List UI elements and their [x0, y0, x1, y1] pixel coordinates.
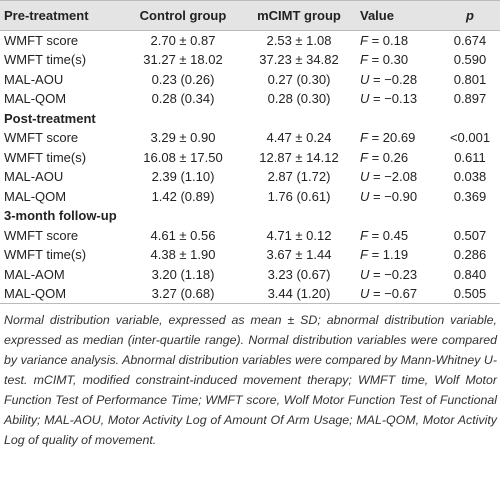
- row-label: WMFT time(s): [4, 149, 87, 165]
- row-label: MAL-AOM: [4, 266, 65, 282]
- cell: U = −0.23: [360, 266, 418, 282]
- header-cell: Value: [354, 0, 440, 31]
- cell: 37.23 ± 34.82: [259, 52, 339, 68]
- cell: 3.29 ± 0.90: [150, 130, 216, 146]
- cell: 0.28 (0.34): [151, 91, 215, 107]
- cell: 3.23 (0.67): [267, 266, 331, 282]
- cell: 0.286: [453, 247, 487, 263]
- results-table: Pre-treatment Control group mCIMT group Val…: [0, 0, 500, 304]
- cell: <0.001: [449, 130, 491, 146]
- cell: U = −0.90: [360, 188, 418, 204]
- cell: 0.590: [453, 52, 487, 68]
- row-label: WMFT score: [4, 33, 79, 48]
- data-row: WMFT time(s) 31.27 ± 18.02 37.23 ± 34.82 F …: [0, 50, 500, 70]
- cell: 4.71 ± 0.12: [266, 227, 332, 243]
- cell: 2.39 (1.10): [151, 169, 215, 185]
- row-label: WMFT time(s): [4, 52, 87, 68]
- cell: 0.505: [440, 284, 500, 304]
- data-row: WMFT time(s) 4.38 ± 1.90 3.67 ± 1.44 F = 1.…: [0, 245, 500, 265]
- cell: 0.674: [453, 33, 487, 48]
- cell: 3.67 ± 1.44: [266, 247, 332, 263]
- data-row: WMFT score 2.70 ± 0.87 2.53 ± 1.08 F = 0.18…: [0, 31, 500, 51]
- cell: 3.20 (1.18): [151, 266, 215, 282]
- row-label: WMFT time(s): [4, 247, 87, 263]
- cell: 1.42 (0.89): [151, 188, 215, 204]
- cell: 4.38 ± 1.90: [150, 247, 216, 263]
- data-row: MAL-AOM 3.20 (1.18) 3.23 (0.67) U = −0.23 0.…: [0, 265, 500, 285]
- section-title: Post-treatment: [4, 110, 96, 126]
- row-label: WMFT score: [4, 227, 79, 243]
- cell: 0.369: [453, 188, 487, 204]
- cell: 0.28 (0.30): [267, 91, 331, 107]
- cell: F = 0.26: [360, 149, 409, 165]
- cell: 0.801: [453, 71, 487, 87]
- data-row: MAL-AOU 2.39 (1.10) 2.87 (1.72) U = −2.08 0.…: [0, 167, 500, 187]
- cell: F = 1.19: [360, 247, 409, 263]
- cell: 1.76 (0.61): [267, 188, 331, 204]
- cell: U = −0.28: [360, 71, 418, 87]
- cell: 16.08 ± 17.50: [143, 149, 223, 165]
- header-cell: p: [440, 0, 500, 31]
- header-cell: Pre-treatment: [0, 0, 122, 31]
- data-row: WMFT time(s) 16.08 ± 17.50 12.87 ± 14.12 F …: [0, 148, 500, 168]
- cell: F = 0.45: [360, 227, 409, 243]
- row-label: MAL-QOM: [4, 188, 67, 204]
- data-row: MAL-QOM 3.27 (0.68) 3.44 (1.20) U = −0.67 0.…: [0, 284, 500, 304]
- cell: 0.897: [453, 91, 487, 107]
- data-row: MAL-QOM 0.28 (0.34) 0.28 (0.30) U = −0.13 0.…: [0, 89, 500, 109]
- cell: 4.47 ± 0.24: [266, 130, 332, 146]
- data-row: WMFT score 3.29 ± 0.90 4.47 ± 0.24 F = 20.6…: [0, 128, 500, 148]
- cell: 2.70 ± 0.87: [150, 33, 216, 48]
- data-row: WMFT score 4.61 ± 0.56 4.71 ± 0.12 F = 0.45…: [0, 226, 500, 246]
- cell: 3.27 (0.68): [122, 284, 244, 304]
- header-cell: Control group: [122, 0, 244, 31]
- data-row: MAL-AOU 0.23 (0.26) 0.27 (0.30) U = −0.28 0.…: [0, 70, 500, 90]
- cell: 0.038: [453, 169, 487, 185]
- row-label: WMFT score: [4, 130, 79, 146]
- section-row: 3-month follow-up: [0, 206, 500, 226]
- section-row: Post-treatment: [0, 109, 500, 129]
- cell: 2.87 (1.72): [267, 169, 331, 185]
- section-title: 3-month follow-up: [4, 208, 117, 224]
- cell: 2.53 ± 1.08: [266, 33, 332, 48]
- row-label: MAL-QOM: [4, 91, 67, 107]
- table-header: Pre-treatment Control group mCIMT group Val…: [0, 0, 500, 31]
- cell: U = −0.13: [360, 91, 418, 107]
- cell: U = −0.67: [354, 284, 440, 304]
- data-row: MAL-QOM 1.42 (0.89) 1.76 (0.61) U = −0.90 0.…: [0, 187, 500, 207]
- footnote: Normal distribution variable, expressed …: [4, 313, 497, 447]
- table-body: WMFT score 2.70 ± 0.87 2.53 ± 1.08 F = 0.18…: [0, 31, 500, 304]
- cell: F = 0.18: [360, 33, 409, 48]
- cell: U = −2.08: [360, 169, 418, 185]
- cell: 0.840: [453, 266, 487, 282]
- cell: 12.87 ± 14.12: [259, 149, 339, 165]
- row-label: MAL-QOM: [0, 284, 122, 304]
- cell: 0.507: [453, 227, 487, 243]
- cell: 0.27 (0.30): [267, 71, 331, 87]
- header-cell: mCIMT group: [244, 0, 354, 31]
- cell: 31.27 ± 18.02: [143, 52, 223, 68]
- cell: 0.611: [454, 149, 486, 165]
- header-row: Pre-treatment Control group mCIMT group Val…: [0, 0, 500, 31]
- cell: 4.61 ± 0.56: [150, 227, 216, 243]
- cell: F = 20.69: [360, 130, 416, 146]
- cell: 3.44 (1.20): [244, 284, 354, 304]
- row-label: MAL-AOU: [4, 71, 64, 87]
- row-label: MAL-AOU: [4, 169, 64, 185]
- cell: 0.23 (0.26): [151, 71, 215, 87]
- cell: F = 0.30: [360, 52, 409, 68]
